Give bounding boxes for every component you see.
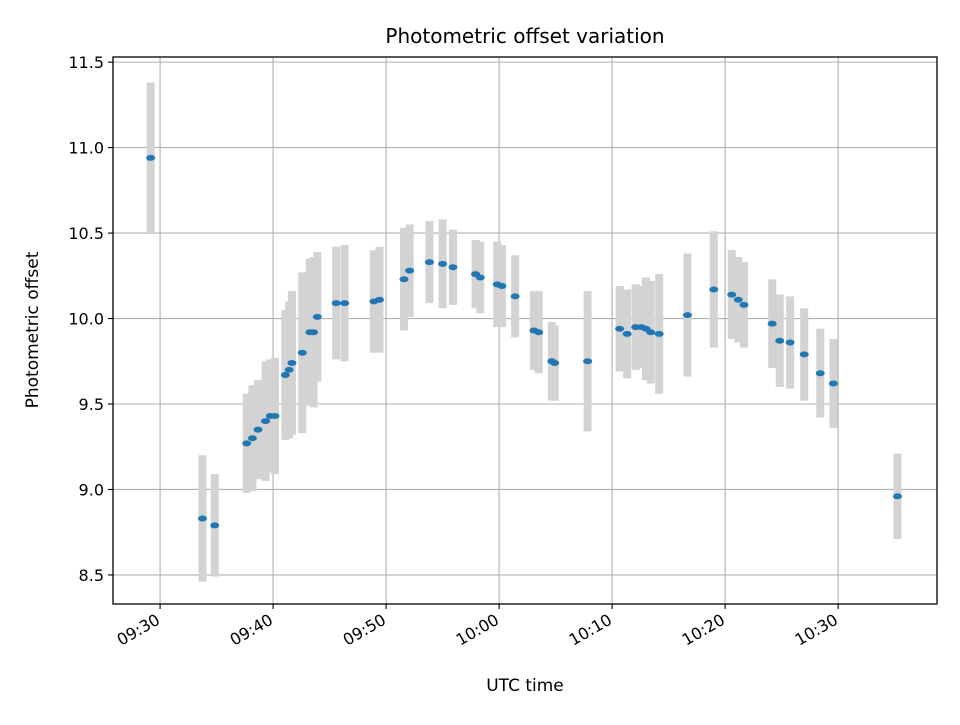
- plot-frame: [112, 56, 938, 605]
- data-point: [375, 296, 385, 303]
- data-point: [654, 330, 664, 337]
- data-point: [287, 359, 297, 366]
- data-point: [270, 412, 280, 419]
- data-point: [615, 325, 625, 332]
- y-tick-label: 11.5: [68, 53, 104, 72]
- data-point: [399, 276, 409, 283]
- y-tick-label: 8.5: [79, 566, 104, 585]
- y-tick-label: 9.5: [79, 395, 104, 414]
- data-point: [785, 339, 795, 346]
- data-point: [448, 264, 458, 271]
- data-point: [405, 267, 415, 274]
- data-point: [475, 274, 485, 281]
- data-point: [892, 493, 902, 500]
- data-point: [828, 380, 838, 387]
- data-point: [775, 337, 785, 344]
- data-point: [197, 515, 207, 522]
- data-point: [424, 259, 434, 266]
- data-point: [583, 358, 593, 365]
- y-tick-label: 9.0: [79, 480, 104, 499]
- data-point: [340, 300, 350, 307]
- data-point: [739, 301, 749, 308]
- data-point: [497, 283, 507, 290]
- data-point: [709, 286, 719, 293]
- data-point: [280, 371, 290, 378]
- data-point: [682, 312, 692, 319]
- data-point: [253, 426, 263, 433]
- data-point: [438, 260, 448, 267]
- data-point: [146, 154, 156, 161]
- y-axis-label: Photometric offset: [23, 251, 43, 408]
- y-tick-label: 11.0: [68, 139, 104, 158]
- data-point: [534, 329, 544, 336]
- grid: [113, 57, 937, 604]
- data-points: [146, 154, 902, 529]
- data-point: [622, 330, 632, 337]
- data-point: [510, 293, 520, 300]
- data-point: [210, 522, 220, 529]
- data-point: [646, 329, 656, 336]
- data-point: [297, 349, 307, 356]
- data-point: [284, 366, 294, 373]
- data-point: [261, 418, 271, 425]
- data-point: [331, 300, 341, 307]
- y-tick-label: 10.0: [68, 310, 104, 329]
- data-point: [727, 291, 737, 298]
- data-point: [550, 359, 560, 366]
- x-axis-label: UTC time: [486, 676, 564, 696]
- chart-title: Photometric offset variation: [385, 24, 664, 48]
- data-point: [733, 296, 743, 303]
- data-point: [767, 320, 777, 327]
- data-point: [242, 440, 252, 447]
- y-tick-label: 10.5: [68, 224, 104, 243]
- data-point: [815, 370, 825, 377]
- data-point: [247, 435, 257, 442]
- data-point: [799, 351, 809, 358]
- y-axis-ticks: 8.5 9.0 9.5 10.0 10.5 11.0 11.5: [68, 53, 113, 585]
- data-point: [309, 329, 319, 336]
- data-point: [312, 313, 322, 320]
